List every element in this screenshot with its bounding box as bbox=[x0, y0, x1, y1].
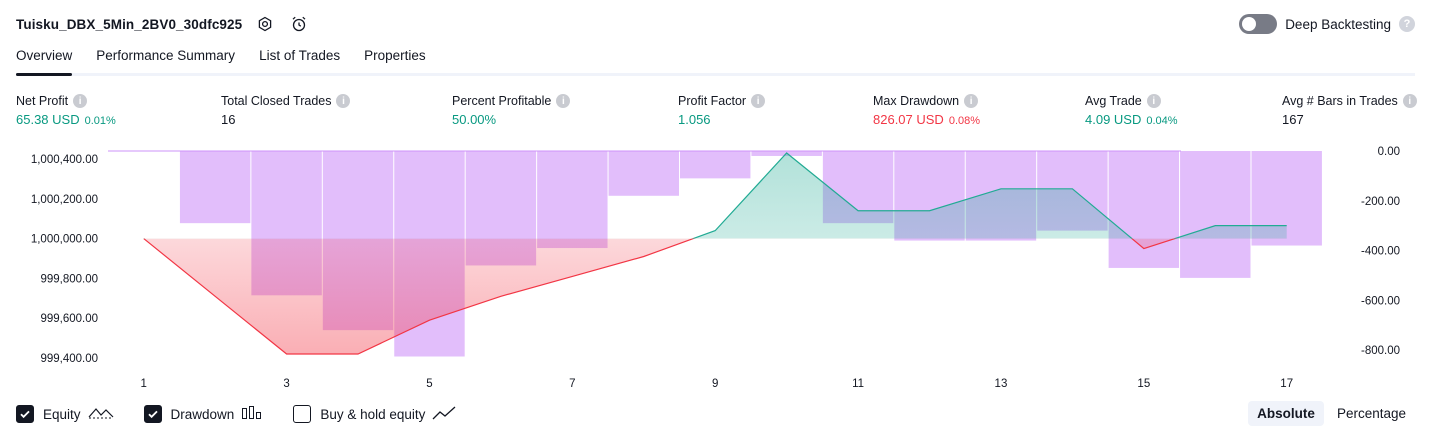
legend-buy-hold-equity[interactable]: Buy & hold equity bbox=[293, 405, 456, 424]
drawdown-bar bbox=[1108, 151, 1180, 268]
metric-value: 826.07 USD bbox=[873, 112, 944, 127]
metric-label: Percent Profitable bbox=[452, 94, 552, 108]
drawdown-bar bbox=[537, 151, 608, 249]
metric-value: 16 bbox=[221, 112, 236, 127]
chart-legend: Equity Drawdown Buy & hold equity bbox=[16, 403, 486, 425]
metric-percent-profitable: Percent Profitable i 50.00% bbox=[452, 94, 571, 127]
scale-mode-switch: Absolute Percentage bbox=[1248, 401, 1415, 426]
left-axis-tick-label: 999,600.00 bbox=[40, 313, 98, 325]
equity-checkbox[interactable] bbox=[16, 405, 34, 423]
metric-label: Total Closed Trades bbox=[221, 94, 332, 108]
metric-label: Profit Factor bbox=[678, 94, 747, 108]
mode-absolute[interactable]: Absolute bbox=[1248, 401, 1324, 426]
equity-drawdown-chart[interactable]: 1,000,400.00 1,000,200.00 1,000,000.00 999,… bbox=[0, 140, 1431, 395]
metric-value: 167 bbox=[1282, 112, 1304, 127]
equity-line-positive bbox=[143, 152, 1287, 239]
metric-label: Avg # Bars in Trades bbox=[1282, 94, 1398, 108]
equity-line-negative bbox=[143, 238, 1177, 355]
metric-label: Avg Trade bbox=[1085, 94, 1142, 108]
strategy-header: Tuisku_DBX_5Min_2BV0_30dfc925 Deep Backt… bbox=[16, 12, 1415, 36]
strategy-title: Tuisku_DBX_5Min_2BV0_30dfc925 bbox=[16, 16, 243, 32]
metric-label: Net Profit bbox=[16, 94, 69, 108]
metric-value: 50.00% bbox=[452, 112, 497, 127]
tab-properties[interactable]: Properties bbox=[364, 48, 426, 63]
left-axis-tick-label: 1,000,000.00 bbox=[31, 234, 98, 246]
drawdown-bars-icon bbox=[241, 405, 263, 424]
drawdown-checkbox[interactable] bbox=[143, 405, 162, 423]
right-axis-tick-label: -800.00 bbox=[1361, 345, 1400, 357]
metric-max-drawdown: Max Drawdown i 826.07 USD 0.08% bbox=[873, 94, 980, 127]
x-axis-tick-label: 3 bbox=[283, 378, 289, 390]
info-icon[interactable]: i bbox=[336, 94, 351, 108]
drawdown-bar bbox=[1180, 151, 1251, 278]
x-axis-tick-label: 9 bbox=[712, 378, 718, 390]
metric-avg-trade: Avg Trade i 4.09 USD 0.04% bbox=[1085, 94, 1178, 127]
deep-backtesting-toggle[interactable] bbox=[1239, 14, 1278, 34]
buy-hold-checkbox[interactable] bbox=[293, 405, 312, 423]
info-icon[interactable]: i bbox=[1402, 94, 1417, 108]
metric-percent: 0.01% bbox=[84, 115, 116, 127]
info-icon[interactable]: i bbox=[556, 94, 571, 108]
right-axis-tick-label: -200.00 bbox=[1361, 196, 1400, 208]
equity-area-positive bbox=[693, 152, 1287, 239]
settings-icon[interactable] bbox=[254, 13, 276, 35]
drawdown-bar bbox=[179, 151, 251, 224]
x-axis-tick-label: 13 bbox=[995, 378, 1008, 390]
metric-value: 4.09 USD bbox=[1085, 112, 1142, 127]
x-axis-tick-label: 7 bbox=[569, 378, 575, 390]
info-icon[interactable]: i bbox=[751, 94, 766, 108]
legend-label: Equity bbox=[43, 406, 81, 422]
metric-value: 1.056 bbox=[678, 112, 711, 127]
drawdown-bar bbox=[679, 151, 751, 179]
deep-backtesting-label: Deep Backtesting bbox=[1285, 16, 1391, 32]
metric-percent: 0.08% bbox=[948, 115, 981, 127]
legend-drawdown[interactable]: Drawdown bbox=[143, 405, 264, 424]
metric-label: Max Drawdown bbox=[873, 94, 960, 108]
left-axis-tick-label: 1,000,400.00 bbox=[31, 154, 98, 166]
right-axis-tick-label: -600.00 bbox=[1361, 295, 1400, 307]
right-axis-tick-label: -400.00 bbox=[1361, 246, 1400, 258]
drawdown-bar bbox=[608, 151, 679, 196]
equity-line-icon bbox=[88, 405, 114, 424]
equity-area-negative bbox=[143, 238, 1287, 355]
alarm-add-icon[interactable] bbox=[288, 13, 310, 35]
info-icon[interactable]: i bbox=[73, 94, 88, 108]
mode-percentage[interactable]: Percentage bbox=[1336, 406, 1406, 421]
right-axis-tick-label: 0.00 bbox=[1378, 146, 1400, 158]
info-icon[interactable]: i bbox=[964, 94, 979, 108]
tab-performance-summary[interactable]: Performance Summary bbox=[96, 48, 236, 63]
legend-equity[interactable]: Equity bbox=[16, 405, 114, 424]
legend-label: Buy & hold equity bbox=[320, 406, 426, 422]
x-axis-tick-label: 15 bbox=[1137, 378, 1150, 390]
help-icon[interactable]: ? bbox=[1399, 16, 1415, 32]
metric-value: 65.38 USD bbox=[16, 112, 80, 127]
metric-total-closed-trades: Total Closed Trades i 16 bbox=[221, 94, 351, 127]
report-tabs: Overview Performance Summary List of Tra… bbox=[16, 44, 1415, 76]
left-axis-tick-label: 999,800.00 bbox=[40, 273, 98, 285]
metric-avg-bars-in-trades: Avg # Bars in Trades i 167 bbox=[1282, 94, 1417, 127]
x-axis-tick-label: 5 bbox=[426, 378, 432, 390]
info-icon[interactable]: i bbox=[1146, 94, 1161, 108]
buy-hold-line-icon bbox=[432, 405, 456, 424]
legend-label: Drawdown bbox=[170, 406, 235, 422]
tab-overview[interactable]: Overview bbox=[16, 44, 73, 76]
x-axis-tick-label: 1 bbox=[141, 378, 147, 390]
x-axis-tick-label: 17 bbox=[1280, 378, 1293, 390]
tab-list-of-trades[interactable]: List of Trades bbox=[259, 48, 341, 63]
metric-percent: 0.04% bbox=[1146, 115, 1178, 127]
metrics-row: Net Profit i 65.38 USD 0.01% Total Closed … bbox=[16, 94, 1417, 130]
x-axis-tick-label: 11 bbox=[852, 378, 864, 390]
left-axis-tick-label: 999,400.00 bbox=[40, 353, 98, 365]
left-axis-tick-label: 1,000,200.00 bbox=[31, 194, 98, 206]
metric-net-profit: Net Profit i 65.38 USD 0.01% bbox=[16, 94, 116, 127]
metric-profit-factor: Profit Factor i 1.056 bbox=[678, 94, 766, 127]
